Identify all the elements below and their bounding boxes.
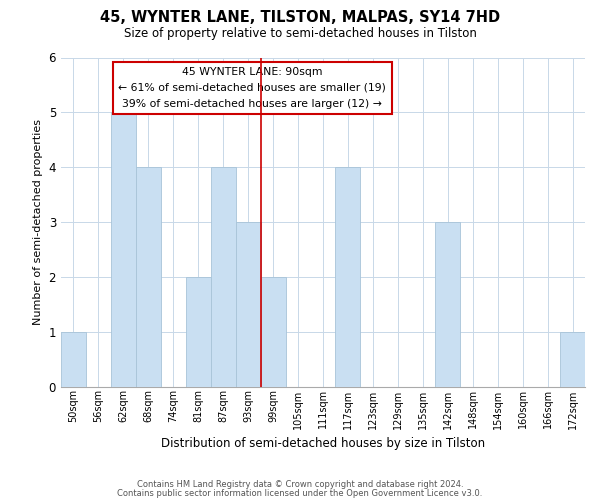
Bar [185, 277, 211, 386]
Bar [236, 222, 260, 386]
Text: Contains HM Land Registry data © Crown copyright and database right 2024.: Contains HM Land Registry data © Crown c… [137, 480, 463, 489]
Text: 45 WYNTER LANE: 90sqm
← 61% of semi-detached houses are smaller (19)
39% of semi: 45 WYNTER LANE: 90sqm ← 61% of semi-deta… [118, 68, 386, 108]
Text: 45, WYNTER LANE, TILSTON, MALPAS, SY14 7HD: 45, WYNTER LANE, TILSTON, MALPAS, SY14 7… [100, 10, 500, 25]
Bar [435, 222, 460, 386]
Y-axis label: Number of semi-detached properties: Number of semi-detached properties [33, 119, 43, 325]
Bar [335, 167, 361, 386]
Bar [111, 112, 136, 386]
X-axis label: Distribution of semi-detached houses by size in Tilston: Distribution of semi-detached houses by … [161, 437, 485, 450]
Text: Contains public sector information licensed under the Open Government Licence v3: Contains public sector information licen… [118, 488, 482, 498]
Text: Size of property relative to semi-detached houses in Tilston: Size of property relative to semi-detach… [124, 28, 476, 40]
Bar [136, 167, 161, 386]
Bar [61, 332, 86, 386]
Bar [260, 277, 286, 386]
Bar [560, 332, 585, 386]
Bar [211, 167, 236, 386]
